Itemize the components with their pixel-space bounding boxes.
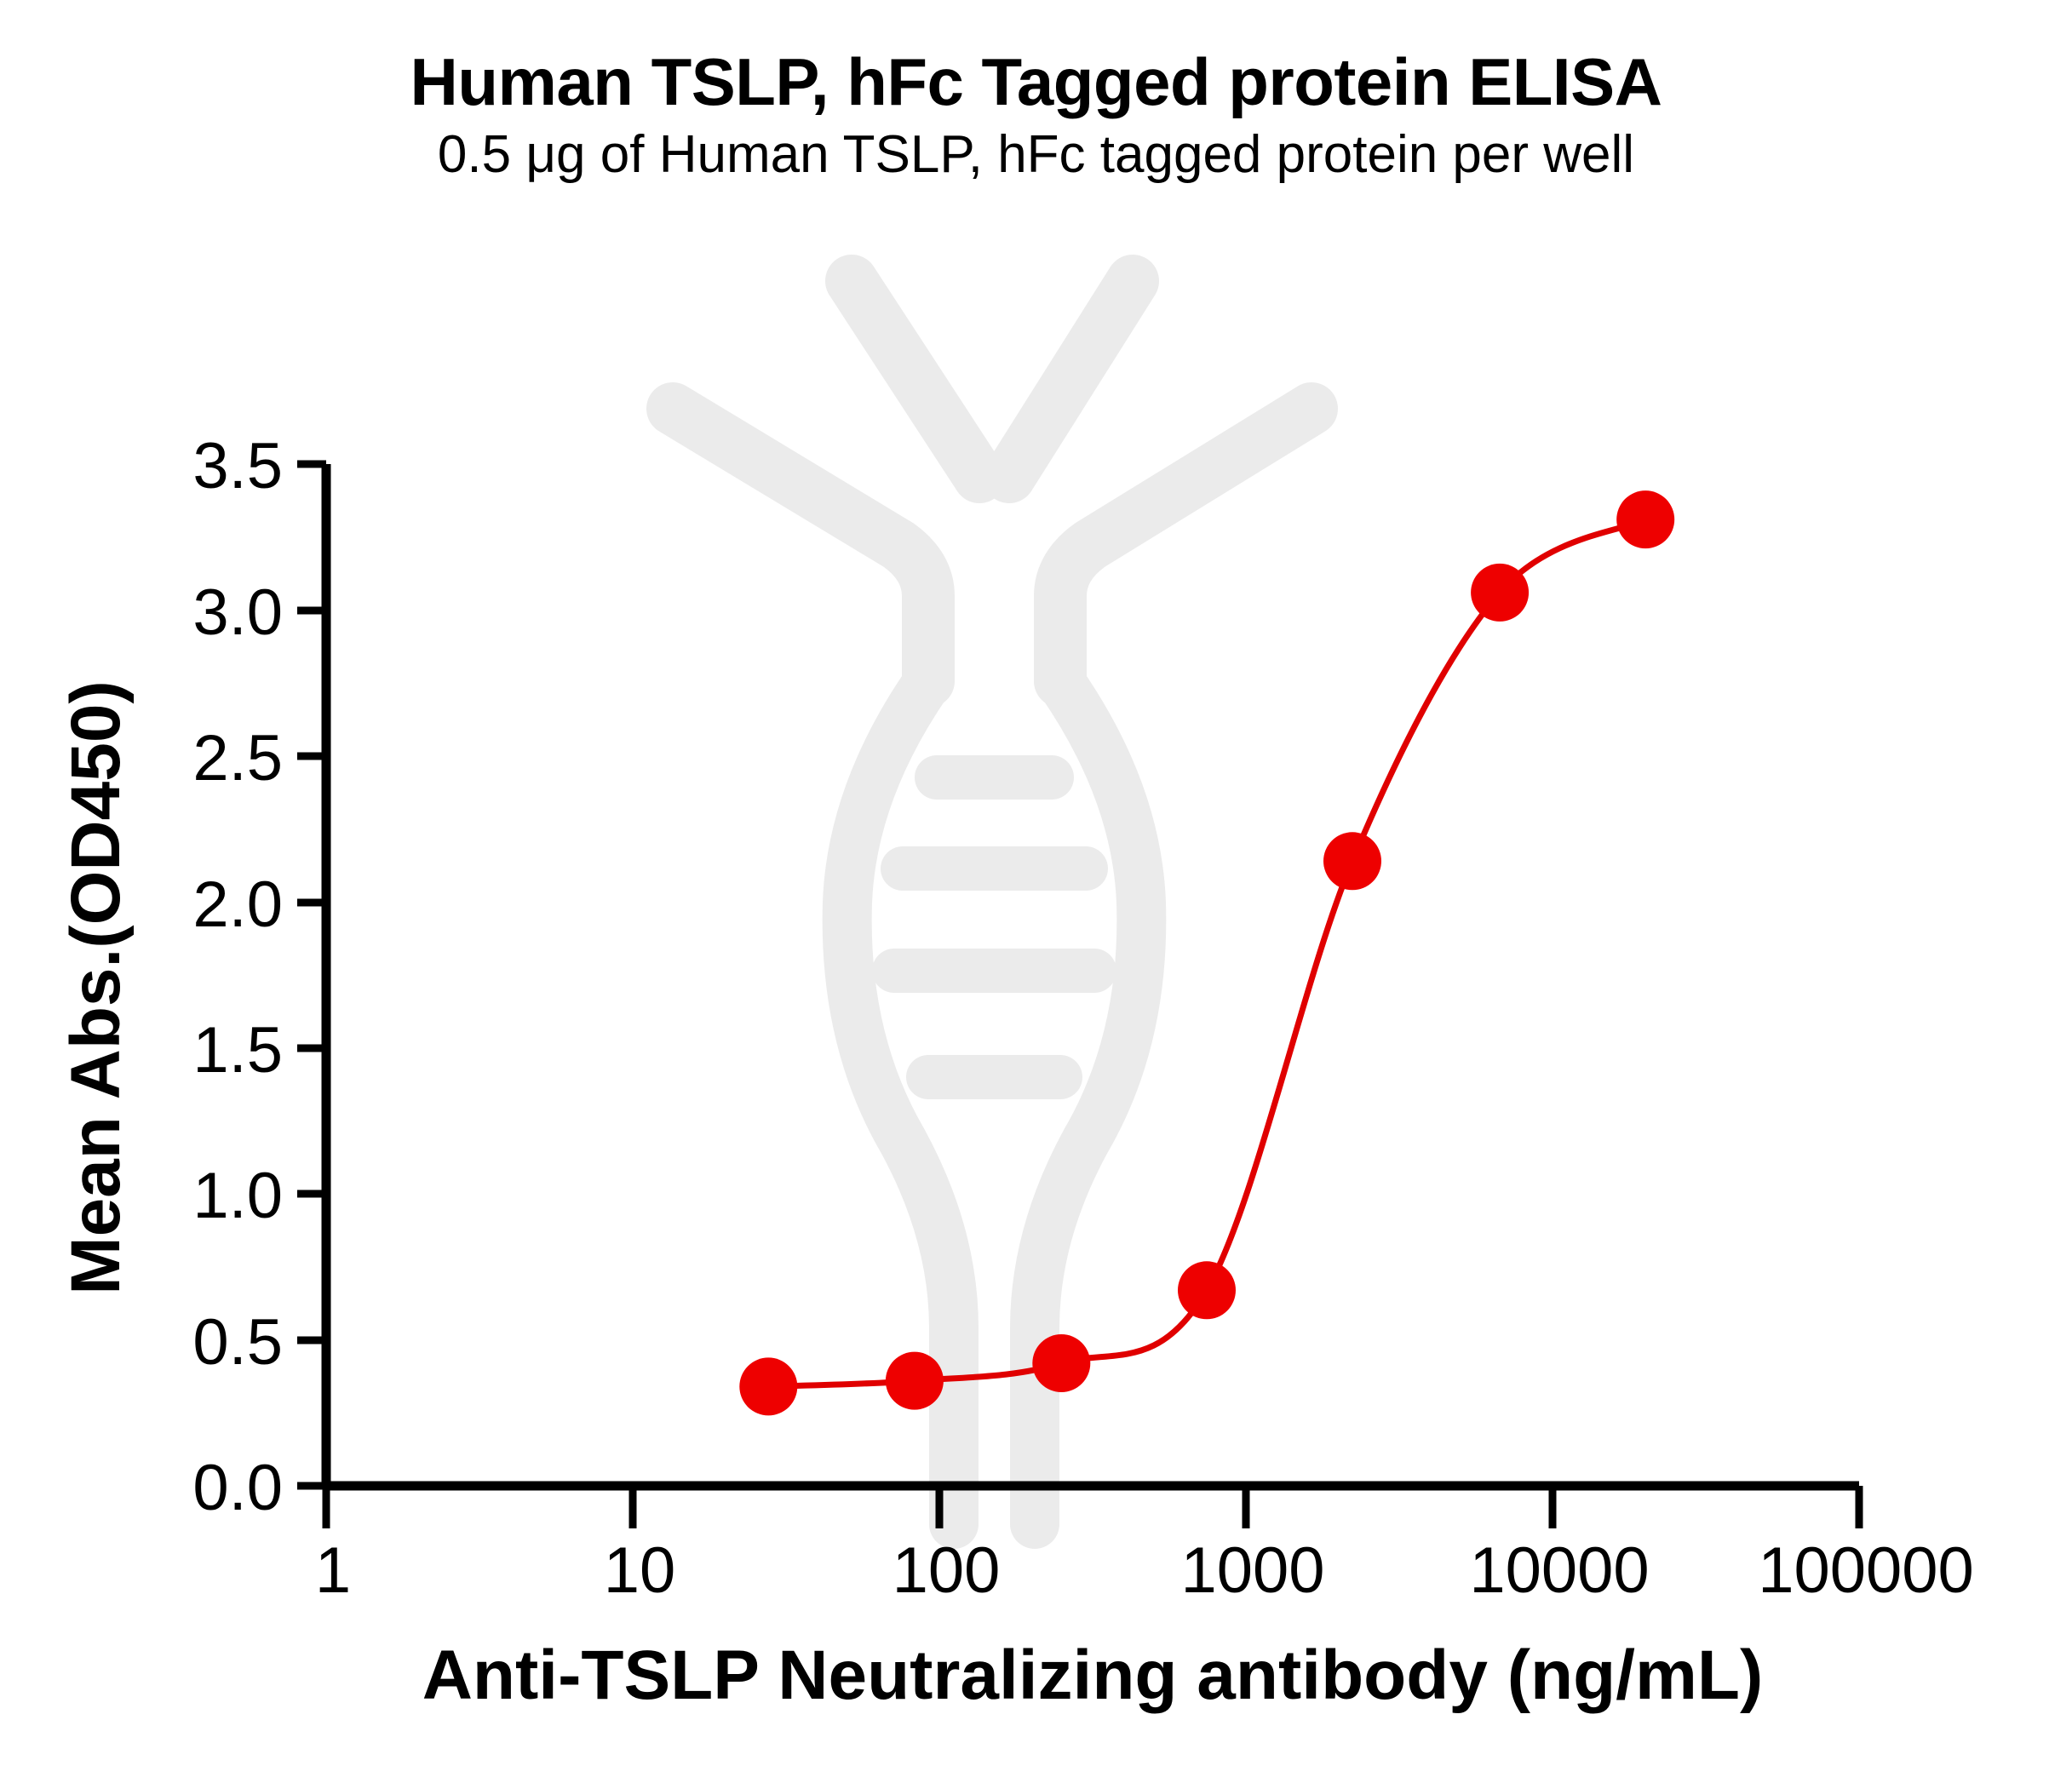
x-axis-ticks	[322, 1486, 1863, 1528]
data-point	[1178, 1261, 1236, 1320]
y-axis-title: Mean Abs.(OD450)	[57, 680, 135, 1294]
page-title: Human TSLP, hFc Tagged protein ELISA	[410, 44, 1662, 119]
y-tick-label: 1.0	[192, 1160, 283, 1232]
data-point	[885, 1351, 944, 1410]
y-axis-ticks	[297, 460, 326, 1490]
chart-subtitle: 0.5 μg of Human TSLP, hFc tagged protein…	[437, 125, 1635, 185]
y-tick-label: 1.5	[192, 1014, 283, 1086]
x-axis-title: Anti-TSLP Neutralizing antibody (ng/mL)	[422, 1637, 1764, 1714]
data-point	[739, 1357, 798, 1416]
title-block: Human TSLP, hFc Tagged protein ELISA 0.5…	[0, 44, 2072, 185]
data-point	[1471, 563, 1530, 622]
data-point	[1616, 490, 1675, 549]
x-tick-label: 10000	[1469, 1534, 1649, 1607]
x-tick-label: 100000	[1758, 1534, 1974, 1607]
x-tick-label: 1	[315, 1534, 351, 1607]
data-point	[1323, 832, 1381, 891]
y-tick-label: 2.5	[192, 722, 283, 794]
y-tick-label: 3.5	[192, 430, 283, 502]
y-axis-tick-labels: 3.5 3.0 2.5 2.0 1.5 1.0 0.5 0.0	[192, 430, 283, 1524]
data-point-group	[739, 490, 1675, 1416]
x-tick-label: 100	[893, 1534, 1001, 1607]
y-tick-label: 3.0	[192, 576, 283, 649]
dna-antibody-watermark	[646, 255, 1338, 1549]
x-tick-label: 10	[604, 1534, 676, 1607]
data-point	[1032, 1334, 1091, 1392]
x-axis-tick-labels: 1 10 100 1000 10000 100000	[315, 1534, 1974, 1607]
y-tick-label: 0.5	[192, 1306, 283, 1379]
x-tick-label: 1000	[1180, 1534, 1324, 1607]
y-tick-label: 2.0	[192, 869, 283, 941]
y-tick-label: 0.0	[192, 1452, 283, 1524]
